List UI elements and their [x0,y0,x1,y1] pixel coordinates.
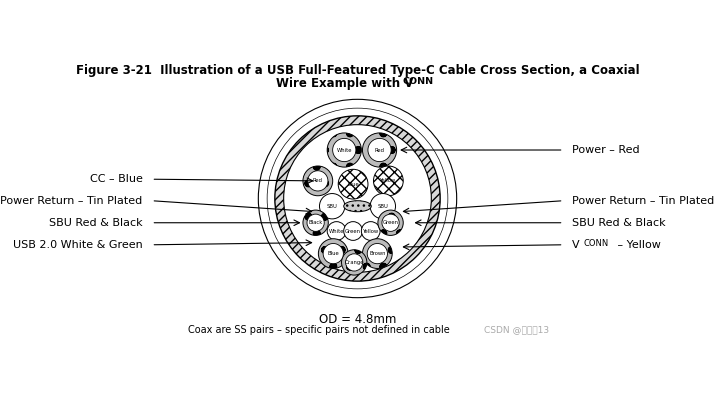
Circle shape [363,133,397,167]
Text: Coax are SS pairs – specific pairs not defined in cable: Coax are SS pairs – specific pairs not d… [188,325,450,335]
Circle shape [338,169,368,199]
Text: – Yellow: – Yellow [614,240,661,250]
Circle shape [370,194,395,219]
Circle shape [345,254,363,271]
Text: White: White [337,148,352,152]
Text: Brown: Brown [369,251,385,256]
Circle shape [327,222,346,240]
Text: Green: Green [345,229,361,233]
Circle shape [303,166,332,196]
Circle shape [275,116,440,281]
Circle shape [332,139,356,162]
Text: White: White [329,229,345,233]
Circle shape [373,166,403,196]
Ellipse shape [344,201,371,212]
Circle shape [323,243,343,264]
Text: Blue: Blue [347,182,359,187]
Circle shape [363,239,393,268]
Circle shape [344,222,363,240]
Text: Yellow: Yellow [380,178,396,183]
Text: USB 2.0 White & Green: USB 2.0 White & Green [13,240,142,250]
Text: Green: Green [383,220,398,225]
Circle shape [320,194,345,219]
Circle shape [368,243,388,264]
Text: SBU Red & Black: SBU Red & Black [573,218,666,228]
Text: Figure 3-21  Illustration of a USB Full-Featured Type-C Cable Cross Section, a C: Figure 3-21 Illustration of a USB Full-F… [76,64,639,77]
Text: Yellow: Yellow [363,229,379,233]
Circle shape [361,222,380,240]
Text: CONN: CONN [402,77,433,86]
Text: Blue: Blue [327,251,339,256]
Circle shape [307,171,328,191]
Circle shape [368,139,391,162]
Text: Power Return – Tin Plated: Power Return – Tin Plated [573,196,715,206]
Circle shape [342,250,367,275]
Text: Power Return – Tin Plated: Power Return – Tin Plated [0,196,142,206]
Circle shape [378,210,403,235]
Text: V: V [573,240,580,250]
Text: Power – Red: Power – Red [573,145,640,155]
Circle shape [327,133,361,167]
Text: CSDN @小菜菜13: CSDN @小菜菜13 [484,325,549,334]
Circle shape [382,214,399,231]
Text: Black: Black [308,220,322,225]
Text: Red: Red [375,148,385,152]
Circle shape [318,239,348,268]
Text: CC – Blue: CC – Blue [89,174,142,184]
Text: SBU: SBU [327,204,337,209]
Text: SBU Red & Black: SBU Red & Black [49,218,142,228]
Text: CONN: CONN [583,239,608,248]
Text: OD = 4.8mm: OD = 4.8mm [319,313,396,326]
Text: Wire Example with V: Wire Example with V [275,77,413,90]
Circle shape [307,214,324,231]
Circle shape [284,125,431,272]
Text: Red: Red [313,178,323,183]
Text: Orange: Orange [345,260,364,265]
Text: SBU: SBU [378,204,388,209]
Circle shape [303,210,328,235]
